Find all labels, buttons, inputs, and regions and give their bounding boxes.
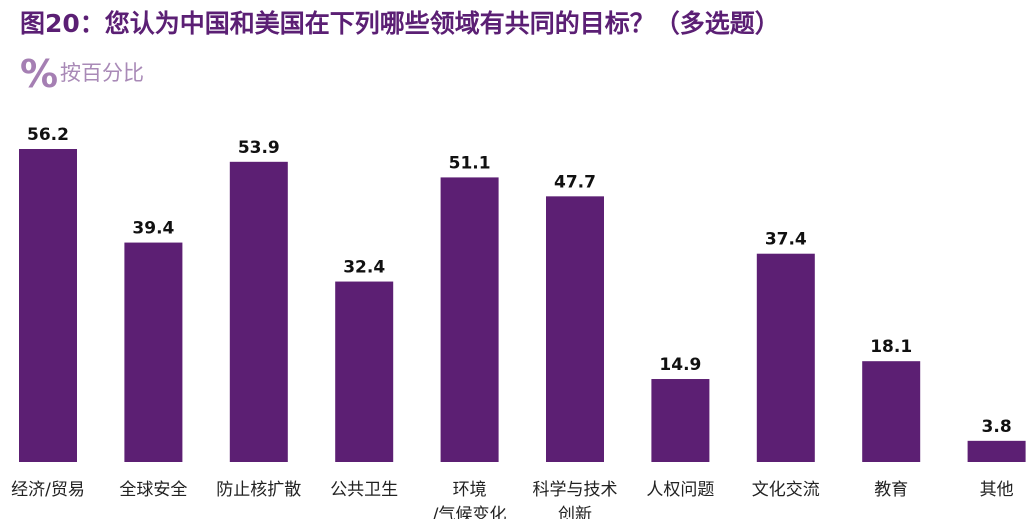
data-label-8: 18.1 bbox=[870, 337, 912, 357]
data-label-3: 32.4 bbox=[343, 258, 385, 278]
bar-4 bbox=[440, 177, 499, 462]
category-label-9: 其他 bbox=[980, 480, 1014, 500]
data-label-9: 3.8 bbox=[982, 417, 1012, 437]
data-label-6: 14.9 bbox=[659, 355, 701, 375]
category-label-4-line-0: 环境 bbox=[453, 480, 487, 500]
bar-9 bbox=[967, 440, 1026, 462]
category-label-3: 公共卫生 bbox=[330, 480, 398, 500]
bar-5 bbox=[546, 196, 604, 463]
bar-6 bbox=[651, 379, 710, 462]
category-label-8: 教育 bbox=[874, 480, 908, 500]
category-label-5-line-0: 科学与技术 bbox=[533, 480, 618, 500]
data-label-7: 37.4 bbox=[765, 230, 807, 250]
category-label-2: 防止核扩散 bbox=[216, 480, 301, 500]
bar-3 bbox=[335, 281, 394, 462]
subtitle-text: 按百分比 bbox=[60, 61, 144, 85]
category-label-6: 人权问题 bbox=[646, 480, 714, 500]
bar-7 bbox=[756, 253, 815, 462]
data-label-5: 47.7 bbox=[554, 172, 596, 192]
data-label-2: 53.9 bbox=[238, 138, 280, 158]
category-label-7: 文化交流 bbox=[752, 480, 820, 500]
category-label-0: 经济/贸易 bbox=[11, 480, 85, 500]
data-label-4: 51.1 bbox=[449, 153, 491, 173]
bar-8 bbox=[862, 361, 921, 462]
category-label-5-line-1: 创新 bbox=[558, 505, 592, 519]
bar-2 bbox=[229, 161, 288, 462]
percent-icon: % bbox=[20, 52, 59, 96]
category-label-4-line-1: /气候变化 bbox=[433, 505, 507, 519]
data-label-1: 39.4 bbox=[132, 219, 174, 239]
data-label-0: 56.2 bbox=[27, 125, 69, 145]
bar-0 bbox=[19, 149, 77, 462]
chart-title: 图20：您认为中国和美国在下列哪些领域有共同的目标？（多选题） bbox=[20, 9, 780, 38]
category-label-1: 全球安全 bbox=[119, 480, 187, 500]
bar-1 bbox=[124, 242, 183, 462]
